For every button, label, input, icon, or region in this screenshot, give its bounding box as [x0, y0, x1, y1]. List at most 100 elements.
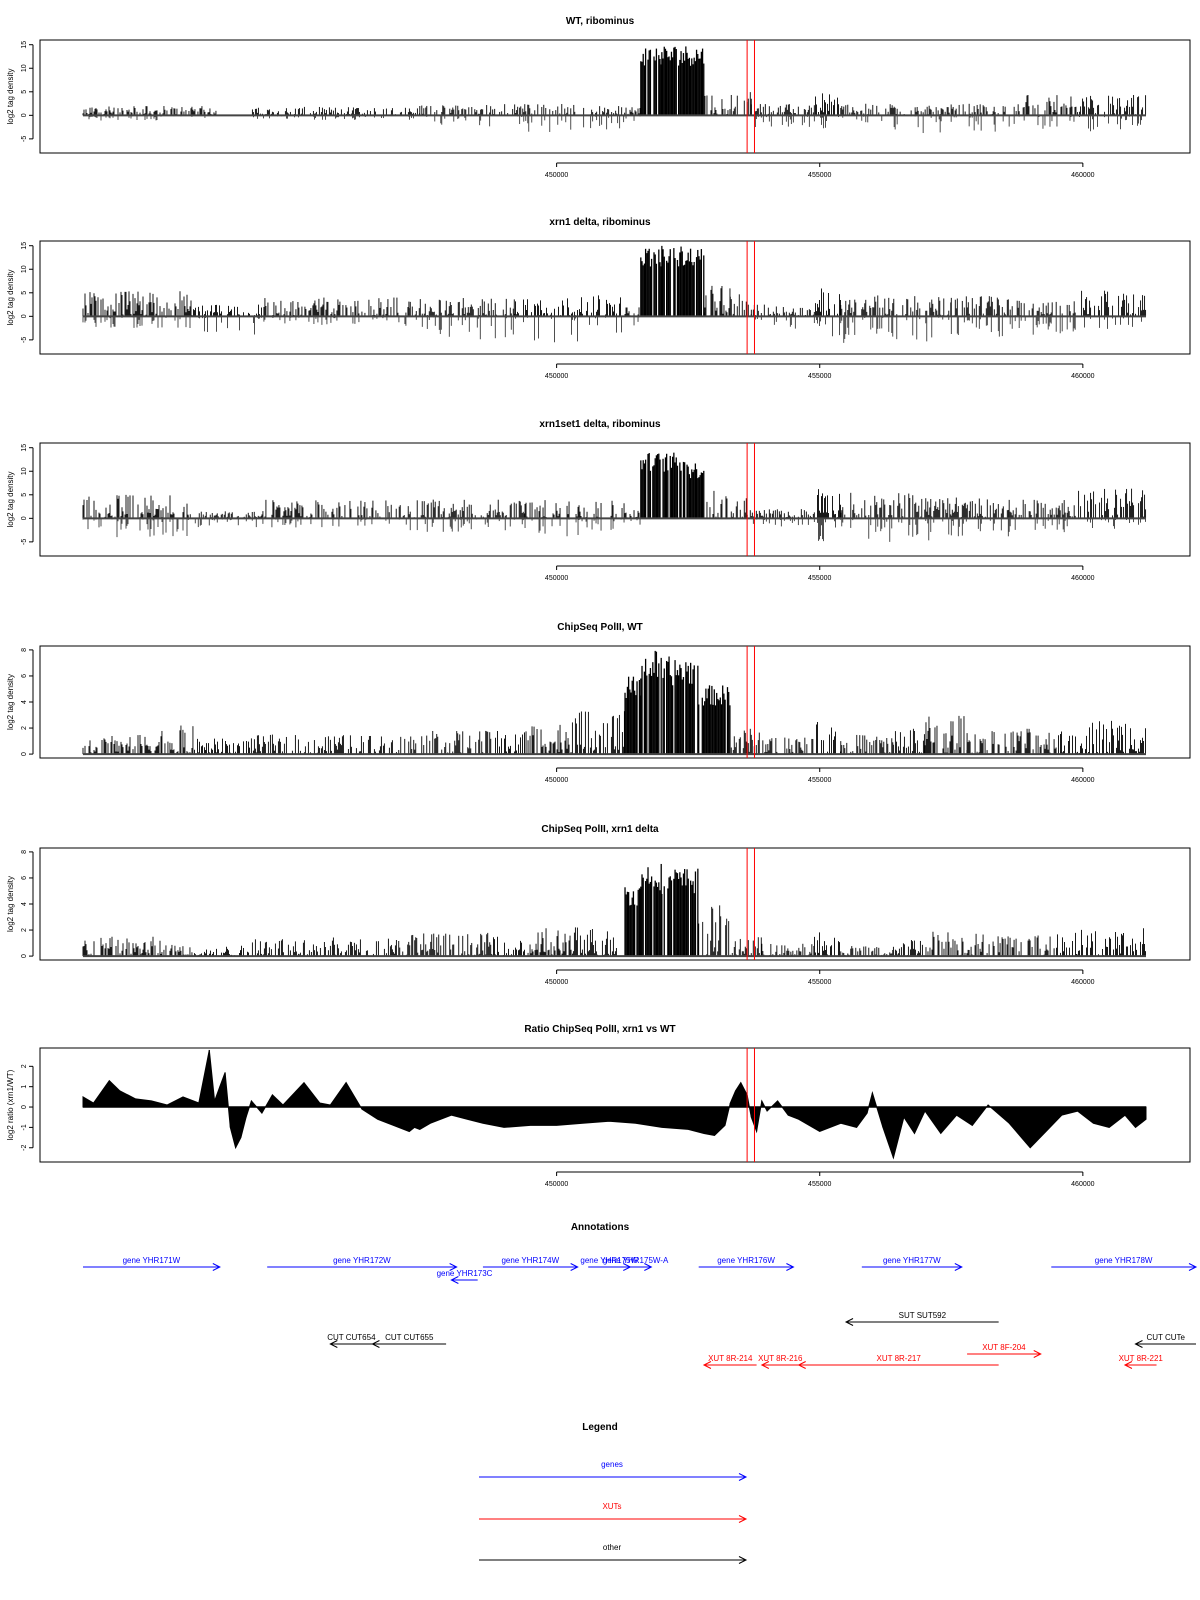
annotation-feature: XUT 8F-204: [967, 1343, 1042, 1358]
signal-segment-8: [661, 245, 688, 317]
y-tick-label: 8: [21, 850, 28, 854]
legend-title: Legend: [582, 1422, 618, 1433]
annotation-feature: gene YHR178W: [1051, 1256, 1198, 1271]
track-panel-5: ChipSeq PolII, xrn1 delta 0 2 4 6 8 log2 tag d…: [6, 824, 1191, 986]
x-tick-label: 460000: [1071, 1181, 1094, 1188]
signal-segment-3: [194, 738, 250, 755]
plot-frame: [39, 442, 1191, 557]
arrowhead-left-icon: [329, 1340, 338, 1348]
x-tick-label: 455000: [808, 172, 831, 179]
annotation-feature: gene YHR177W: [861, 1256, 963, 1271]
feature-label: gene YHR177W: [883, 1256, 941, 1265]
arrowhead-left-icon: [371, 1340, 380, 1348]
annotation-feature: XUT 8R-217: [797, 1354, 999, 1369]
y-axis-label: log2 ratio (xrn1/WT): [6, 1069, 15, 1140]
signal-segment-10: [706, 490, 728, 519]
signal-segment-13: [730, 728, 760, 755]
x-tick-label: 450000: [545, 979, 568, 986]
signal-segment-13: [729, 937, 762, 957]
y-axis-label: log2 tag density: [6, 471, 15, 527]
x-tick-label: 450000: [545, 172, 568, 179]
y-tick-label: 15: [21, 444, 28, 452]
signal-segment-19: [966, 933, 1055, 957]
y-axis-label: log2 tag density: [6, 876, 15, 932]
x-tick-label: 460000: [1071, 979, 1094, 986]
x-tick-label: 455000: [808, 979, 831, 986]
feature-label: XUT 8R-216: [758, 1354, 803, 1363]
arrowhead-left-icon: [760, 1361, 770, 1369]
arrowhead-right-icon: [570, 1263, 579, 1271]
y-tick-label: 6: [21, 674, 28, 678]
signal-segment-6: [495, 730, 525, 755]
x-tick-label: 455000: [808, 575, 831, 582]
x-tick-label: 450000: [545, 373, 568, 380]
y-tick-label: 2: [21, 928, 28, 932]
plot-frame: [39, 240, 1191, 355]
track-data: [82, 863, 1146, 958]
signal-segment-9: [624, 676, 642, 755]
signal-segment-1: [82, 494, 189, 538]
arrowhead-right-icon: [738, 1556, 748, 1564]
signal-segment-16: [1008, 499, 1076, 533]
track-panel-3: xrn1set1 delta, ribominus -5 0 5 10 15 log2 ta…: [6, 419, 1191, 582]
y-tick-label: 6: [21, 876, 28, 880]
feature-label: XUT 8R-214: [708, 1354, 753, 1363]
arrowhead-right-icon: [449, 1263, 458, 1271]
ratio-area: [82, 1049, 1147, 1160]
signal-segment-3: [261, 499, 389, 528]
feature-label: gene YHR175W-A: [603, 1256, 669, 1265]
y-tick-label: 5: [21, 291, 28, 295]
feature-label: CUT CUT655: [385, 1333, 434, 1342]
annotation-feature: gene YHR175W-A: [603, 1256, 669, 1271]
signal-segment-11: [729, 294, 752, 317]
x-tick-label: 450000: [545, 777, 568, 784]
track-panel-1: WT, ribominus -5 0 5 10 15 log2 tag density 450…: [6, 16, 1191, 179]
signal-segment-3: [263, 297, 410, 326]
y-tick-label: -5: [21, 337, 28, 343]
signal-segment-1: [82, 735, 162, 755]
signal-segment-15: [814, 932, 840, 957]
plot-frame: [39, 1047, 1191, 1163]
signal-segment-17: [1081, 290, 1147, 329]
x-tick-label: 460000: [1071, 777, 1094, 784]
signal-segment-16: [840, 734, 894, 755]
track-title: xrn1set1 delta, ribominus: [539, 419, 661, 430]
signal-segment-20: [1058, 720, 1146, 755]
arrowhead-right-icon: [786, 1263, 795, 1271]
x-tick-label: 450000: [545, 575, 568, 582]
y-tick-label: 10: [21, 64, 28, 72]
y-tick-label: 4: [21, 700, 28, 704]
feature-label: SUT SUT592: [899, 1311, 947, 1320]
arrowhead-right-icon: [1188, 1263, 1198, 1271]
x-tick-label: 455000: [808, 373, 831, 380]
annotation-feature: CUT CUT654: [327, 1333, 376, 1348]
track-data: [82, 452, 1147, 542]
track-panel-4: ChipSeq PolII, WT 0 2 4 6 8 log2 tag density 45…: [6, 622, 1191, 784]
y-tick-label: 5: [21, 493, 28, 497]
signal-segment-17: [1078, 488, 1147, 529]
annotation-feature: gene YHR171W: [83, 1256, 221, 1271]
feature-label: gene YHR174W: [501, 1256, 559, 1265]
signal-segment-15: [950, 497, 1009, 537]
plot-frame: [39, 847, 1191, 961]
y-tick-label: 0: [21, 314, 28, 318]
feature-label: gene YHR176W: [717, 1256, 775, 1265]
signal-segment-18: [925, 931, 968, 957]
track-data: [82, 245, 1147, 343]
signal-segment-5: [398, 730, 492, 755]
track-panel-2: xrn1 delta, ribominus -5 0 5 10 15 log2 tag de…: [6, 217, 1191, 380]
signal-segment-4: [250, 734, 397, 755]
signal-segment-19: [1025, 95, 1077, 129]
signal-segment-19: [966, 728, 1057, 755]
signal-segment-1: [82, 291, 193, 329]
y-tick-label: 0: [21, 113, 28, 117]
feature-label: XUT 8R-221: [1119, 1354, 1164, 1363]
track-data: [82, 1049, 1147, 1160]
annotation-feature: gene YHR173C: [437, 1269, 493, 1284]
x-tick-label: 450000: [545, 1181, 568, 1188]
plot-frame: [39, 645, 1191, 759]
y-tick-label: -5: [21, 539, 28, 545]
legend-label: XUTs: [602, 1502, 621, 1511]
signal-segment-9: [687, 248, 705, 317]
